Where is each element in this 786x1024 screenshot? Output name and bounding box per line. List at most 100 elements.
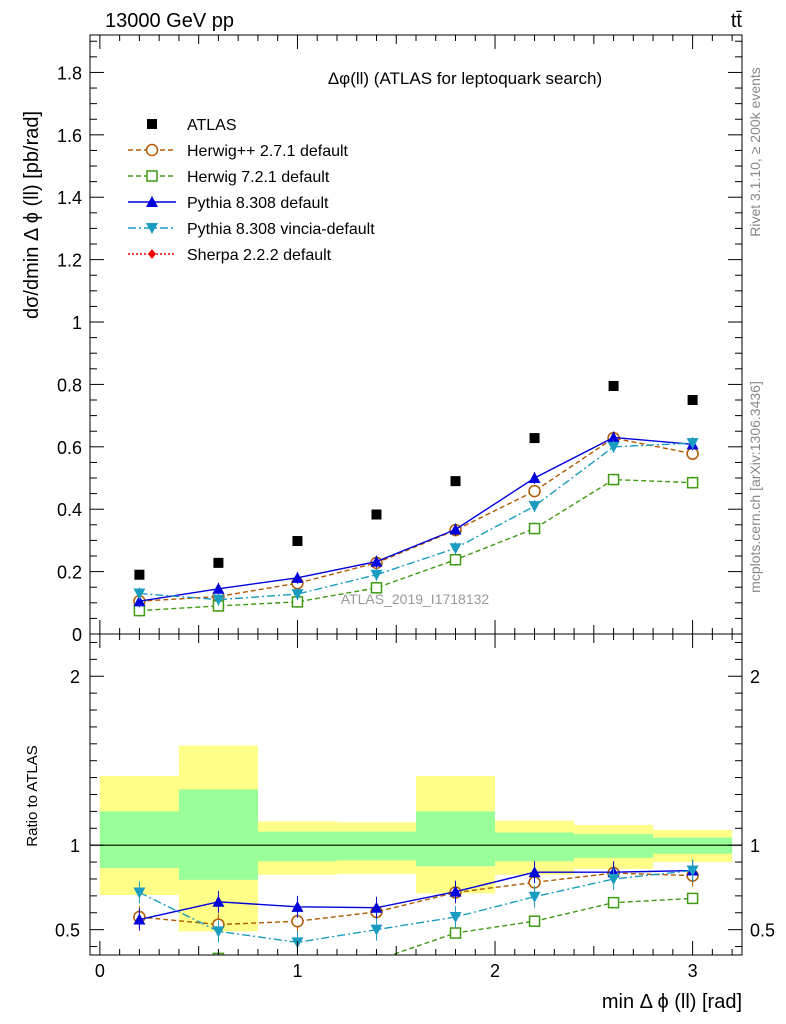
- ratio-panel: 0.5 0.5 1 1 2 2 0 1 2 3 Ratio to ATLAS min Δ ϕ (ll)…: [24, 633, 775, 1013]
- uncertainty-band-stat: [336, 831, 416, 861]
- y-tick-label: 0.4: [57, 500, 82, 520]
- ratio-y-tick-label: 0.5: [55, 921, 80, 941]
- ratio-point: [528, 891, 541, 903]
- legend-item: Herwig++ 2.7.1 default: [128, 143, 349, 160]
- legend-label: Pythia 8.308 vincia-default: [187, 221, 375, 238]
- ratio-y-tick-label: 1: [70, 836, 80, 856]
- y-tick-label: 0: [72, 625, 82, 645]
- data-point: [371, 509, 382, 520]
- ratio-point: [370, 924, 383, 936]
- ratio-point: [528, 866, 541, 878]
- data-point: [449, 543, 462, 555]
- x-tick-label: 2: [490, 961, 500, 981]
- ratio-point: [686, 892, 699, 905]
- data-point: [292, 536, 303, 547]
- x-tick-label: 3: [688, 961, 698, 981]
- data-point: [449, 523, 462, 535]
- y-tick-label: 1.8: [57, 63, 82, 83]
- data-point: [607, 441, 620, 453]
- legend-label: Herwig++ 2.7.1 default: [187, 143, 349, 160]
- ratio-y-axis-label: Ratio to ATLAS: [24, 745, 41, 846]
- data-point: [449, 553, 462, 566]
- process-label: tt̄: [731, 10, 743, 32]
- ratio-point: [291, 900, 304, 912]
- main-panel: 0 0.2 0.4 0.6 0.8 1 1.2 1.4 1.6 1.8 Δφ(ll) (ATLAS …: [21, 34, 743, 645]
- data-point: [450, 476, 461, 487]
- series-1: [133, 431, 699, 608]
- data-point: [370, 582, 383, 594]
- x-axis-label: min Δ ϕ (ll) [rad]: [602, 991, 742, 1013]
- series-0: [134, 380, 698, 580]
- ratio-y-tick-label-right: 0.5: [750, 921, 775, 941]
- ratio-point: [449, 885, 462, 897]
- data-point: [291, 589, 304, 601]
- ratio-point: [607, 873, 620, 885]
- data-point: [686, 476, 699, 489]
- ratio-point: [686, 865, 699, 877]
- legend-label: Herwig 7.2.1 default: [187, 169, 330, 186]
- data-point: [528, 501, 541, 513]
- plot-frame: [89, 633, 743, 956]
- chart-title: Δφ(ll) (ATLAS for leptoquark search): [328, 69, 602, 88]
- series-3: [133, 431, 699, 608]
- uncertainty-band-stat: [99, 811, 179, 868]
- data-point: [291, 571, 304, 583]
- ratio-point: [212, 926, 225, 938]
- y-tick-label: 0.8: [57, 375, 82, 395]
- data-point: [212, 582, 225, 594]
- ratio-point: [449, 927, 462, 939]
- energy-label: 13000 GeV pp: [105, 10, 234, 32]
- ratio-point: [449, 911, 462, 923]
- data-point: [134, 569, 145, 580]
- legend-item: ATLAS: [147, 117, 237, 134]
- y-tick-label: 1.2: [57, 251, 82, 271]
- data-point: [370, 569, 383, 581]
- rivet-version-label: Rivet 3.1.10, ≥ 200k events: [747, 67, 763, 237]
- y-tick-label: 0.6: [57, 438, 82, 458]
- x-tick-label: 1: [292, 961, 302, 981]
- legend-label: Pythia 8.308 default: [187, 195, 329, 212]
- y-tick-label: 1: [72, 313, 82, 333]
- data-point: [133, 588, 146, 600]
- ratio-point: [212, 895, 225, 907]
- legend-item: Sherpa 2.2.2 default: [128, 247, 332, 264]
- series-2: [133, 473, 699, 617]
- data-point: [370, 555, 383, 567]
- ratio-y-tick-label-right: 1: [750, 836, 760, 856]
- ratio-point: [528, 915, 541, 927]
- series-line: [139, 437, 693, 602]
- legend-item: Herwig 7.2.1 default: [128, 169, 330, 186]
- legend-label: ATLAS: [187, 117, 237, 134]
- uncertainty-band-stat: [574, 834, 654, 858]
- uncertainty-band-stat: [178, 789, 258, 880]
- ratio-line: [139, 872, 693, 926]
- data-point: [607, 473, 620, 486]
- data-point: [212, 594, 225, 606]
- legend-marker: [145, 143, 159, 157]
- y-tick-label: 1.6: [57, 126, 82, 146]
- data-point: [133, 595, 146, 607]
- ratio-series-3: [133, 859, 699, 954]
- data-point: [213, 557, 224, 568]
- legend-marker: [147, 119, 157, 129]
- ratio-data-layer: [90, 745, 742, 955]
- ratio-line: [389, 897, 693, 955]
- analysis-watermark: ATLAS_2019_I1718132: [341, 591, 490, 607]
- ratio-line: [139, 869, 693, 944]
- data-point: [528, 522, 541, 535]
- ratio-point: [370, 901, 383, 913]
- series-line: [139, 478, 693, 612]
- data-point: [528, 484, 541, 498]
- mcplots-label: mcplots.cern.ch [arXiv:1306.3436]: [747, 381, 763, 593]
- ratio-y-tick-label: 2: [70, 667, 80, 687]
- main-data-layer: [133, 380, 699, 617]
- data-point: [687, 395, 698, 406]
- legend-marker: [146, 170, 158, 182]
- y-axis-label: dσ/dmin Δ ϕ (ll) [pb/rad]: [21, 111, 43, 319]
- y-tick-label: 1.4: [57, 188, 82, 208]
- series-line: [139, 436, 693, 602]
- ratio-point: [370, 954, 383, 955]
- ratio-point: [133, 913, 146, 925]
- uncertainty-band-stat: [495, 832, 575, 862]
